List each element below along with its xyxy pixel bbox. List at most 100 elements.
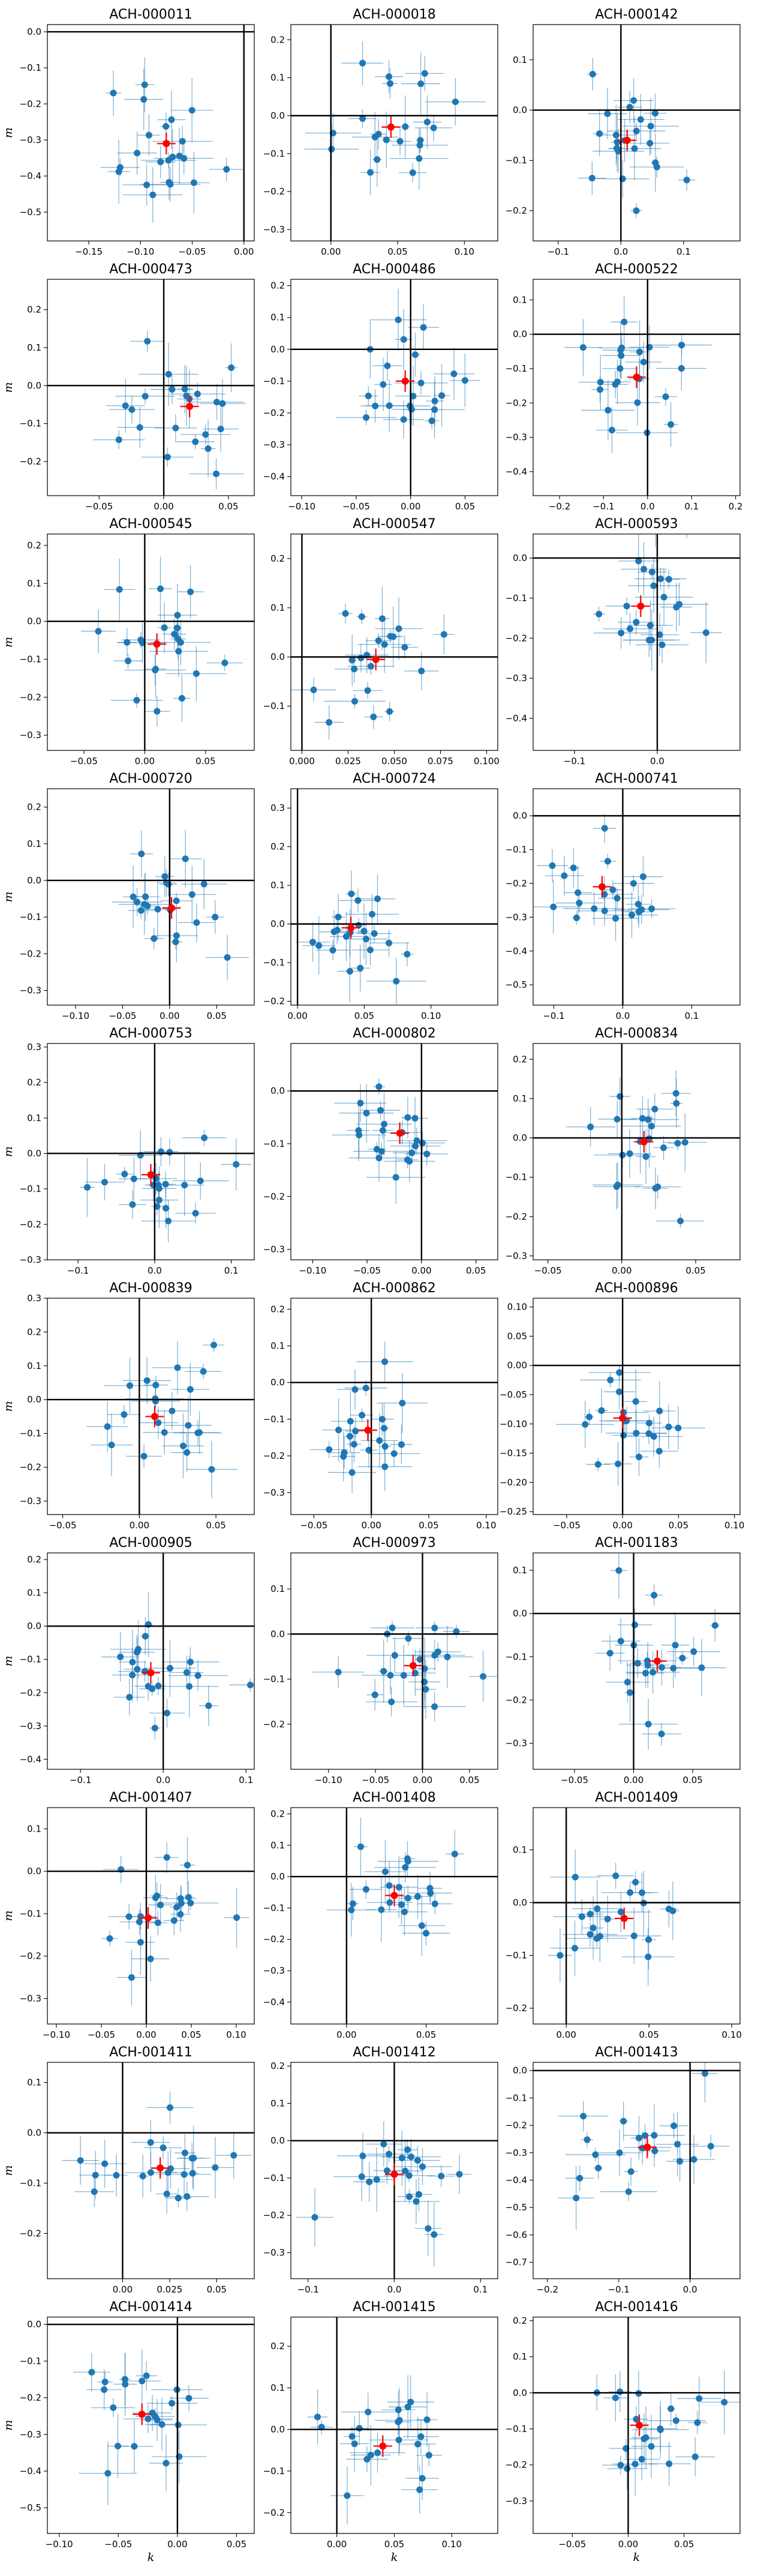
panel-ACH-000545: ACH-000545 −0.05 0.00 0.05 −0.3 −0.2 −0.1 0.0 0.…: [2, 517, 255, 767]
scatter-point: [592, 607, 605, 622]
scatter-point: [580, 379, 635, 441]
scatter-point: [382, 68, 398, 99]
axes-frame: [47, 788, 255, 1006]
scatter-point: [372, 132, 382, 187]
scatter-point: [144, 1639, 196, 1697]
plot-area: [47, 1553, 254, 1769]
axes-frame: [290, 1807, 498, 2025]
scatter-point: [337, 2132, 389, 2179]
y-tick-label: 0.2: [270, 2061, 285, 2071]
panel-title: ACH-000142: [595, 7, 678, 22]
scatter-point: [392, 1631, 425, 1646]
mean-marker: [141, 1661, 161, 1684]
scatter-point: [100, 158, 140, 177]
axes-frame: [533, 2316, 741, 2534]
scatter-point: [401, 942, 414, 967]
y-tick-label: −0.1: [506, 363, 527, 374]
scatter-point: [634, 568, 693, 626]
panel-ACH-000839: ACH-000839 −0.05 0.00 0.05 −0.3 −0.2 −0.1 0.0 0.…: [2, 1281, 255, 1531]
scatter-point: [550, 1920, 600, 1976]
scatter-point: [178, 903, 216, 943]
y-tick-label: 0.1: [513, 55, 527, 65]
scatter-point: [623, 2104, 685, 2167]
plot-area: [291, 279, 498, 496]
x-tick-label: 0.05: [195, 756, 215, 767]
y-tick-label: 0.3: [27, 1042, 41, 1052]
scatter-point: [401, 52, 441, 115]
scatter-point: [575, 876, 634, 913]
scatter-point: [572, 910, 581, 925]
scatter-point: [126, 1444, 162, 1468]
x-tick-label: 0.0: [640, 501, 655, 512]
scatter-point: [165, 1396, 212, 1454]
y-tick-label: −0.2: [20, 98, 41, 109]
scatter-point: [391, 137, 449, 153]
x-tick-label: 0.00: [411, 1265, 431, 1276]
x-tick-label: −0.05: [70, 756, 98, 767]
scatter-point: [563, 1922, 618, 1947]
scatter-point: [626, 1642, 670, 1688]
scatter-point: [103, 1856, 139, 1884]
x-tick-label: −0.1: [608, 2284, 630, 2295]
y-tick-label: 0.0: [513, 1897, 527, 1908]
scatter-point: [160, 1655, 219, 1718]
y-tick-label: −0.1: [263, 1138, 285, 1149]
axes-frame: [533, 1298, 741, 1515]
scatter-point: [122, 1357, 172, 1404]
scatter-point: [663, 1113, 708, 1172]
scatter-point: [565, 2165, 594, 2191]
scatter-point: [119, 1190, 146, 1219]
scatter-point: [137, 114, 161, 156]
y-tick-label: 0.2: [270, 1304, 285, 1314]
scatter-point: [155, 414, 197, 442]
y-tick-label: 0.0: [270, 1628, 285, 1639]
panel-ACH-001412: ACH-001412 −0.1 0.0 0.1 −0.3 −0.2 −0.1 0.0 0.1 0.…: [263, 2045, 498, 2295]
panel-title: ACH-000011: [109, 7, 192, 22]
y-tick-label: 0.2: [513, 1054, 527, 1064]
scatter-point: [621, 542, 667, 596]
scatter-point: [140, 1172, 179, 1229]
x-tick-label: −0.15: [75, 246, 103, 257]
scatter-point: [79, 1158, 95, 1217]
plot-area: [47, 2317, 254, 2533]
x-tick-label: 0.025: [335, 756, 361, 767]
scatter-point: [149, 2400, 207, 2450]
scatter-point: [641, 1910, 656, 1970]
y-tick-label: −0.1: [263, 2466, 285, 2477]
scatter-point: [414, 114, 453, 141]
scatter-point: [592, 111, 607, 156]
y-tick-label: 0.0: [270, 110, 285, 121]
y-tick-label: −0.3: [506, 432, 527, 443]
scatter-point: [404, 651, 439, 690]
scatter-point: [359, 2147, 395, 2212]
y-axis-label: m: [2, 1910, 15, 1921]
scatter-point: [537, 849, 568, 882]
scatter-point: [360, 149, 380, 195]
scatter-point: [405, 56, 444, 91]
mean-marker: [384, 2163, 404, 2185]
x-tick-label: 0.075: [428, 756, 453, 767]
scatter-point: [603, 2374, 628, 2422]
scatter-point: [182, 1129, 227, 1146]
scatter-point: [144, 927, 164, 950]
scatter-point: [604, 1441, 632, 1486]
y-tick-label: 0.1: [270, 880, 285, 891]
scatter-point: [624, 856, 663, 897]
y-tick-label: 0.0: [27, 26, 41, 37]
y-tick-label: 0.0: [513, 2065, 527, 2076]
axes-frame: [47, 2316, 255, 2534]
y-tick-label: 0.1: [27, 1823, 41, 1834]
panel-ACH-000724: ACH-000724 0.00 0.05 0.10 −0.2 −0.1 0.0 0.1 0.2 0…: [263, 771, 498, 1021]
scatter-point: [607, 123, 666, 139]
scatter-point: [631, 1096, 654, 1141]
axes-frame: [290, 1552, 498, 1770]
y-axis-label: m: [2, 2420, 15, 2430]
panel-ACH-000018: ACH-000018 0.00 0.05 0.10 −0.3 −0.2 −0.1 0.0 0.1…: [263, 7, 498, 257]
scatter-point: [612, 875, 655, 892]
x-tick-label: −0.1: [564, 756, 585, 767]
plot-area: [533, 789, 740, 1005]
scatter-point: [179, 366, 194, 426]
scatter-point: [291, 677, 336, 702]
scatter-point: [366, 958, 426, 1005]
scatter-point: [572, 1880, 622, 1938]
